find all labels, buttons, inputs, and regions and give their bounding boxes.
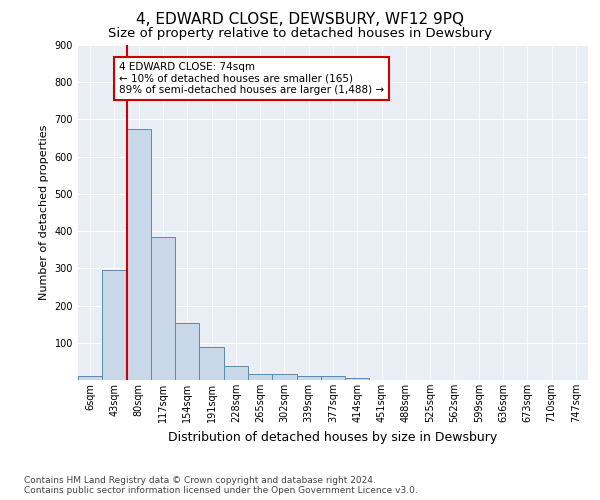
Bar	[296, 376, 321, 380]
Bar	[224, 366, 248, 380]
X-axis label: Distribution of detached houses by size in Dewsbury: Distribution of detached houses by size …	[169, 430, 497, 444]
Bar	[127, 128, 151, 380]
Bar	[248, 374, 272, 380]
Text: Size of property relative to detached houses in Dewsbury: Size of property relative to detached ho…	[108, 28, 492, 40]
Bar	[151, 236, 175, 380]
Text: 4 EDWARD CLOSE: 74sqm
← 10% of detached houses are smaller (165)
89% of semi-det: 4 EDWARD CLOSE: 74sqm ← 10% of detached …	[119, 62, 384, 95]
Bar	[102, 270, 127, 380]
Text: Contains HM Land Registry data © Crown copyright and database right 2024.
Contai: Contains HM Land Registry data © Crown c…	[24, 476, 418, 495]
Bar	[272, 374, 296, 380]
Bar	[175, 324, 199, 380]
Bar	[321, 376, 345, 380]
Text: 4, EDWARD CLOSE, DEWSBURY, WF12 9PQ: 4, EDWARD CLOSE, DEWSBURY, WF12 9PQ	[136, 12, 464, 28]
Bar	[199, 346, 224, 380]
Bar	[345, 378, 370, 380]
Y-axis label: Number of detached properties: Number of detached properties	[39, 125, 49, 300]
Bar	[78, 376, 102, 380]
